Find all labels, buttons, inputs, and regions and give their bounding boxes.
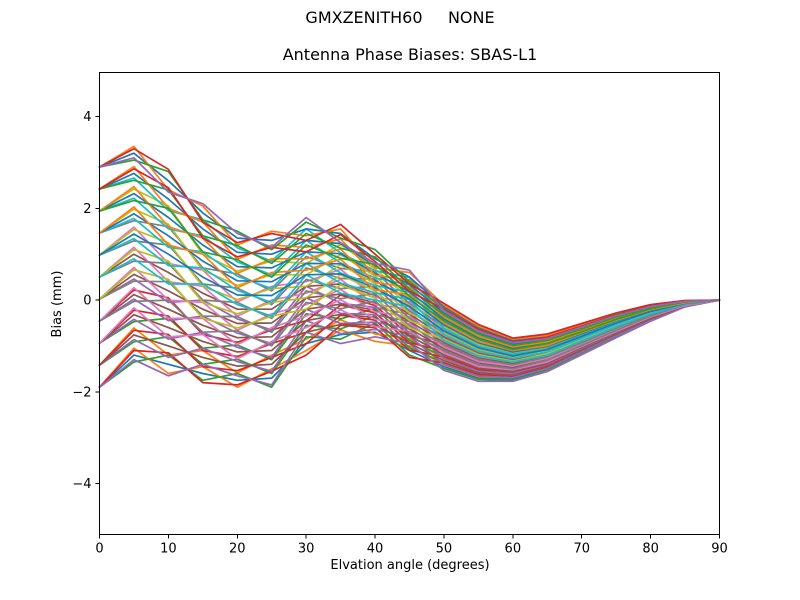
series-line: [98, 299, 721, 371]
series-line: [98, 280, 721, 366]
x-tick-label: 70: [573, 542, 590, 557]
x-tick-label: 30: [298, 542, 315, 557]
y-tick-label: −4: [72, 477, 91, 492]
series-line: [98, 147, 721, 339]
x-axis-label: Elvation angle (degrees): [330, 558, 490, 573]
series-line: [98, 199, 721, 351]
y-tick-label: 0: [83, 294, 91, 309]
series-line: [98, 233, 721, 357]
y-tick-label: −2: [72, 385, 91, 400]
series-line: [98, 299, 721, 377]
x-tick-label: 90: [711, 542, 728, 557]
series-line: [98, 156, 721, 344]
axes-title: Antenna Phase Biases: SBAS-L1: [282, 45, 538, 64]
x-tick-label: 10: [160, 542, 177, 557]
x-tick-label: 40: [367, 542, 384, 557]
x-tick-label: 60: [505, 542, 522, 557]
series-line: [98, 179, 721, 347]
plot-border: [99, 72, 720, 535]
x-tick-label: 0: [95, 542, 103, 557]
y-tick-label: 4: [83, 110, 91, 125]
y-tick-label: 2: [83, 202, 91, 217]
figure-title: GMXZENITH60 NONE: [305, 8, 495, 27]
x-tick-label: 20: [229, 542, 246, 557]
series-line: [98, 299, 721, 370]
series-line: [98, 145, 721, 340]
x-tick-label: 50: [436, 542, 453, 557]
x-tick-label: 80: [642, 542, 659, 557]
